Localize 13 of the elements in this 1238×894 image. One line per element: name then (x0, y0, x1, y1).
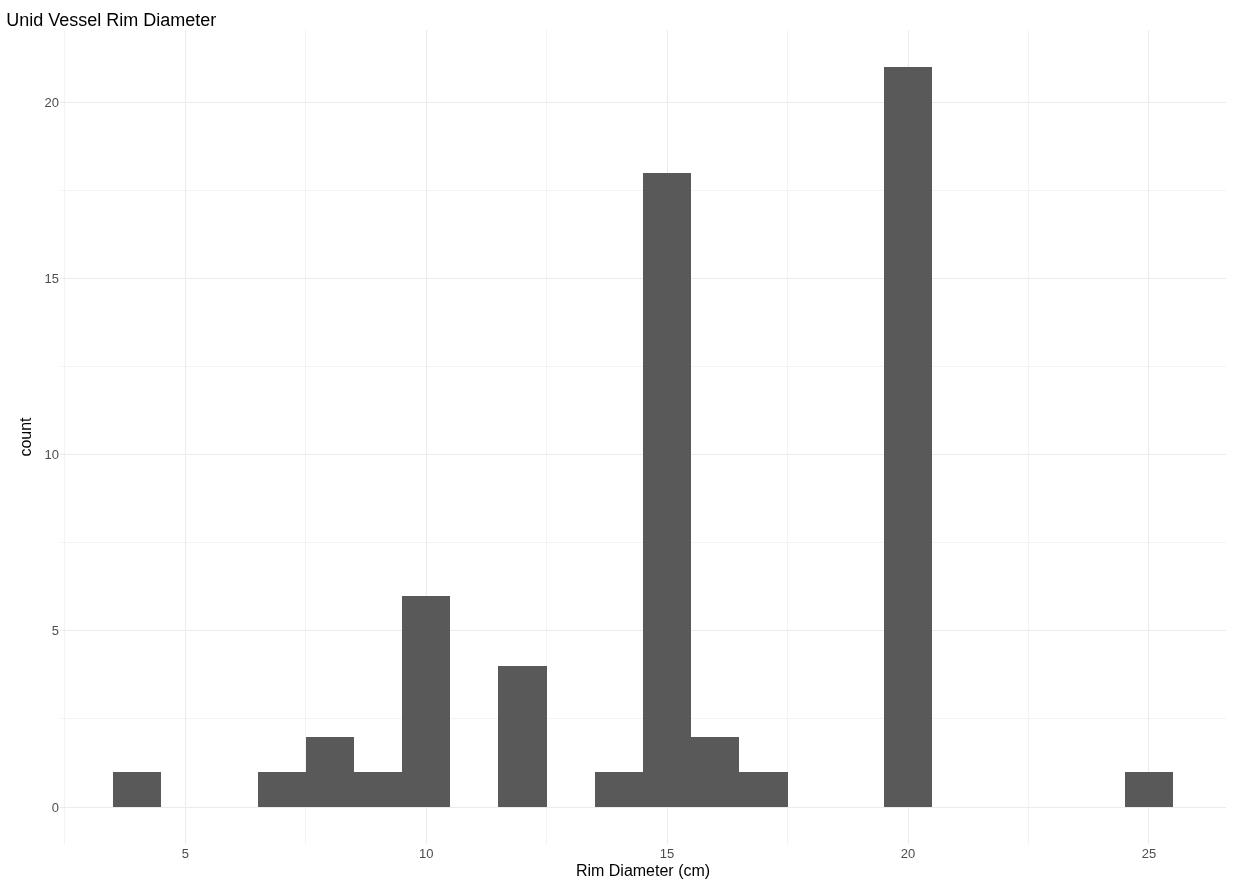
x-tick-label: 20 (900, 846, 916, 861)
chart-title: Unid Vessel Rim Diameter (6, 10, 217, 31)
x-tick-label: 5 (181, 846, 189, 861)
y-tick-label: 10 (44, 447, 59, 463)
y-tick-label: 5 (51, 623, 59, 639)
x-tick-label: 10 (418, 846, 434, 861)
x-axis-title: Rim Diameter (cm) (575, 861, 711, 879)
y-tick-label: 15 (44, 270, 59, 286)
y-tick-label: 20 (44, 94, 59, 110)
y-tick-label: 0 (51, 799, 59, 815)
x-tick-label: 15 (659, 846, 675, 861)
y-axis-title: count (17, 416, 35, 457)
x-tick-label: 25 (1141, 846, 1157, 861)
